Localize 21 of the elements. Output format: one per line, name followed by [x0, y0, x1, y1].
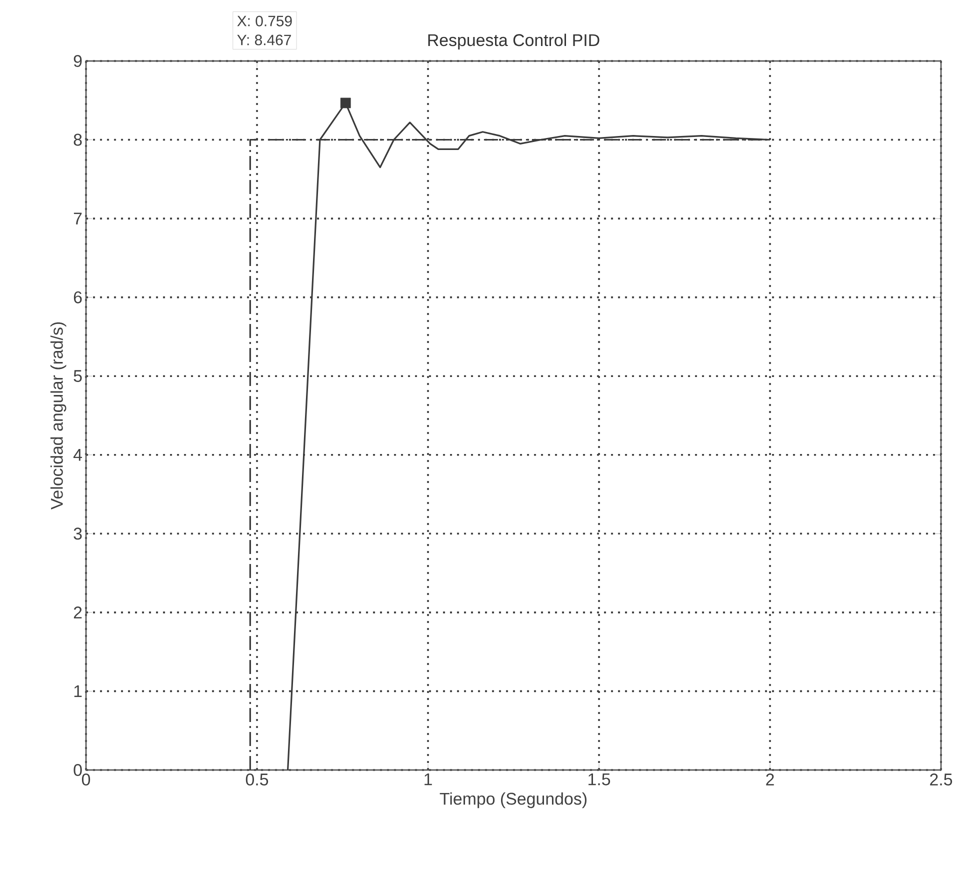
y-tick-label: 2 [74, 606, 82, 618]
y-tick-label: 3 [74, 528, 82, 540]
y-tick-label: 4 [73, 449, 82, 461]
chart-title: Respuesta Control PID [428, 34, 600, 50]
y-axis-title: Velocidad angular (rad/s) [50, 322, 66, 510]
x-axis-title: Tiempo (Segundos) [440, 792, 586, 808]
x-tick-label: 0 [82, 774, 90, 786]
y-tick-label: 5 [74, 370, 82, 382]
y-tick-label: 9 [74, 54, 82, 67]
x-tick-label: 1 [424, 774, 432, 786]
y-tick-label: 0 [74, 764, 82, 776]
y-tick-label: 7 [74, 212, 82, 224]
text: Y: 8.467 [237, 34, 291, 46]
x-tick-label: 0.5 [246, 774, 268, 786]
y-tick-label: 8 [74, 134, 82, 146]
x-tick-label: 2 [766, 774, 774, 786]
x-tick-label: 1.5 [588, 774, 610, 786]
y-tick-label: 1 [74, 685, 82, 698]
x-tick-label: 2.5 [930, 774, 952, 786]
text: X: 0.759 [237, 16, 292, 26]
y-tick-label: 6 [74, 291, 82, 304]
